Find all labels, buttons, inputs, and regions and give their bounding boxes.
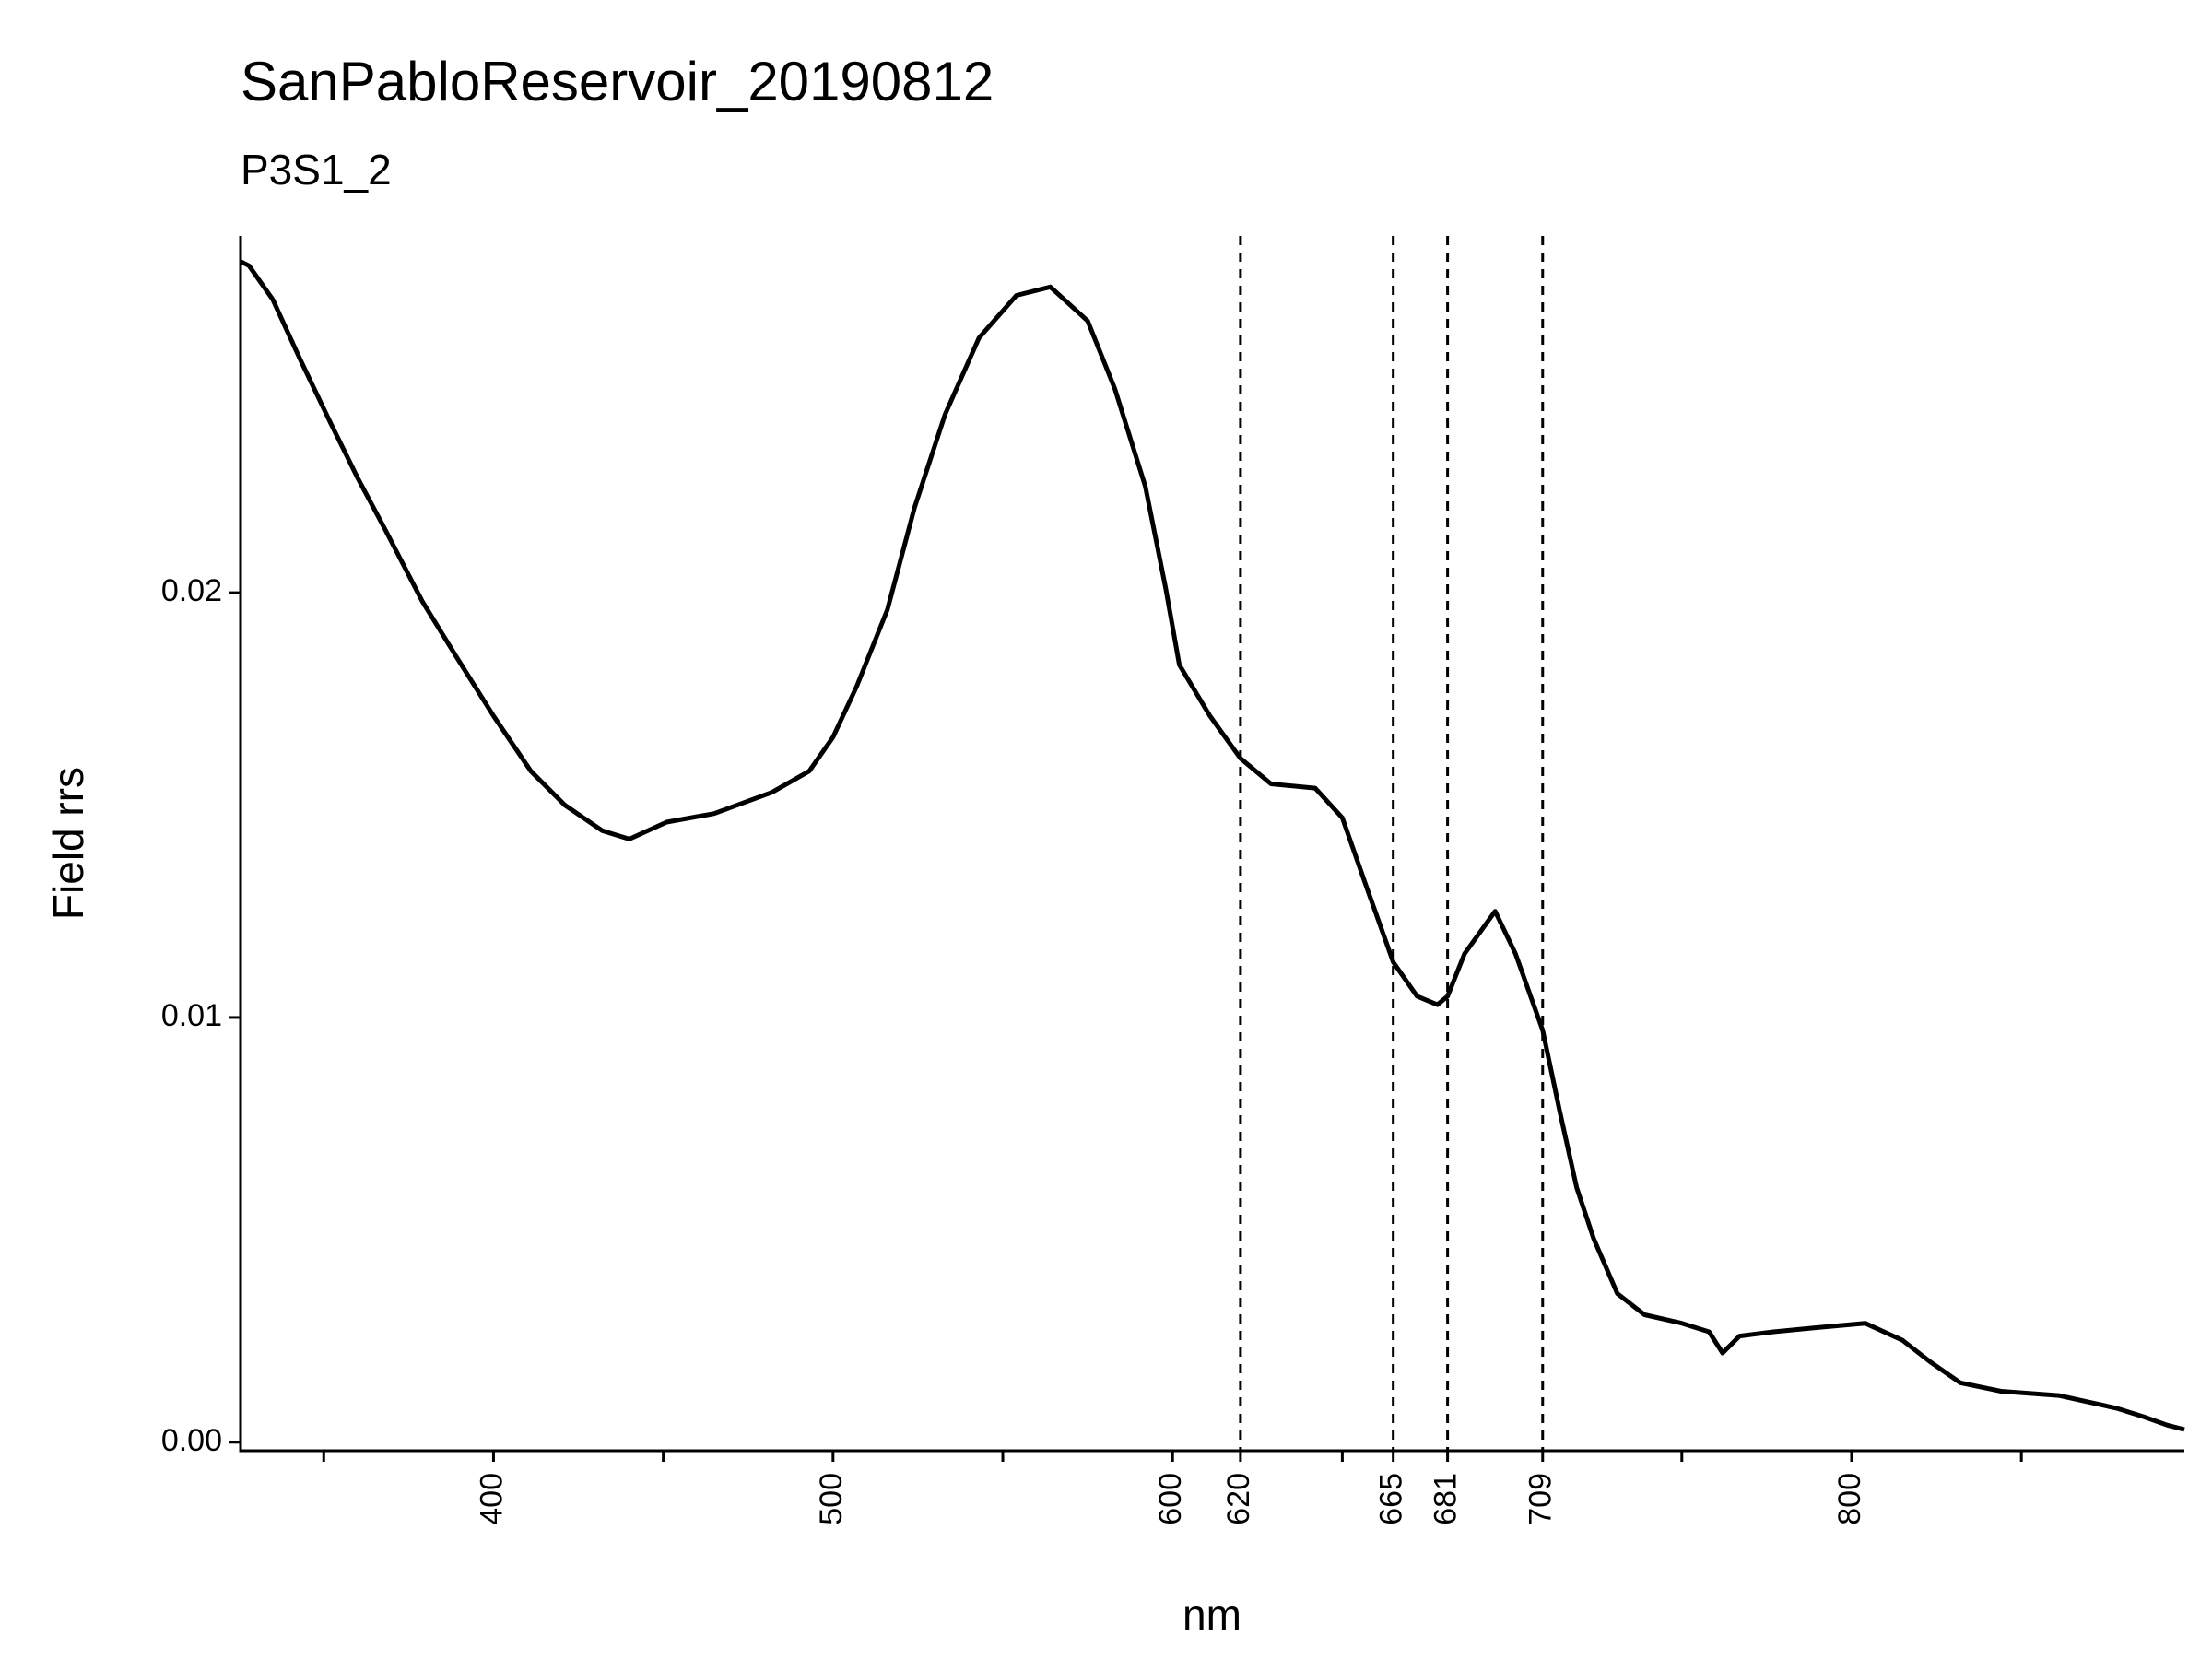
y-tick-label: 0.01 bbox=[161, 998, 222, 1033]
x-tick-label: 400 bbox=[474, 1473, 509, 1525]
x-tick-label: 681 bbox=[1429, 1473, 1464, 1525]
y-tick-label: 0.00 bbox=[161, 1423, 222, 1458]
y-axis-label: Field rrs bbox=[44, 767, 92, 920]
x-tick-label: 709 bbox=[1524, 1473, 1559, 1525]
chart-subtitle: P3S1_2 bbox=[241, 146, 392, 194]
x-tick-label: 665 bbox=[1374, 1473, 1409, 1525]
data-line bbox=[239, 259, 2185, 1432]
chart-title: SanPabloReservoir_20190812 bbox=[241, 51, 994, 112]
x-axis-label: nm bbox=[1182, 1591, 1241, 1639]
x-tick-label: 600 bbox=[1153, 1473, 1188, 1525]
x-tick-label: 800 bbox=[1832, 1473, 1867, 1525]
y-tick-label: 0.02 bbox=[161, 573, 222, 608]
x-tick-label: 620 bbox=[1221, 1473, 1256, 1525]
x-tick-label: 500 bbox=[814, 1473, 849, 1525]
